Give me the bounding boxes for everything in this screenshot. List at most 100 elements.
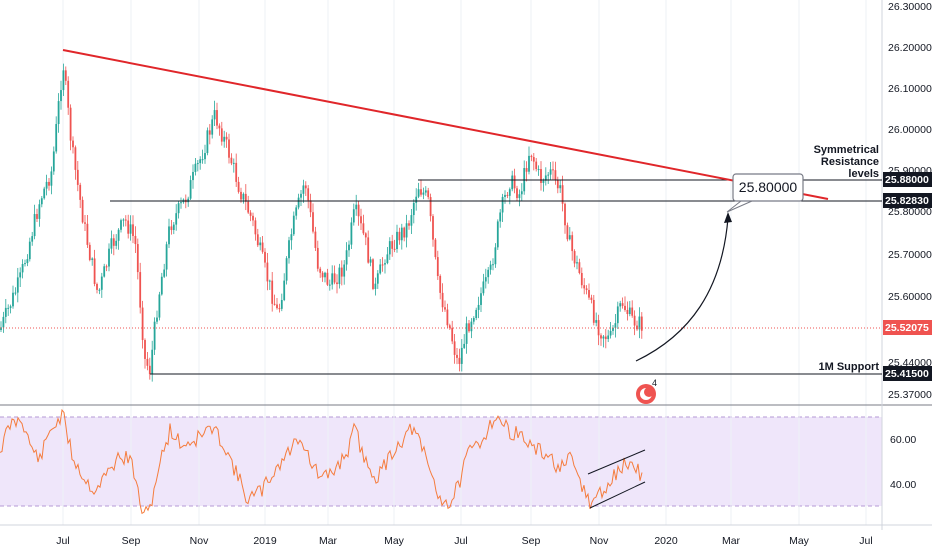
candle-body [410, 215, 413, 226]
candle-body [573, 251, 576, 264]
time-label: Nov [190, 535, 209, 547]
candle-body [499, 212, 502, 222]
candle-body [379, 264, 382, 274]
candle-body [412, 202, 415, 216]
candle-body [237, 181, 240, 192]
candle-body [640, 316, 643, 331]
candle-body [636, 325, 638, 330]
candle-body [62, 70, 65, 91]
candle-body [268, 280, 271, 282]
candle-body [261, 242, 264, 252]
candle-body [588, 290, 590, 298]
candle-body [487, 269, 490, 278]
candle-body [280, 300, 283, 309]
time-label: Sep [122, 535, 141, 547]
candle-body [12, 292, 14, 307]
candle-body [333, 273, 336, 283]
candle-body [391, 241, 394, 249]
time-axis: Jul Sep Nov 2019 Mar May Jul Sep Nov 202… [56, 535, 872, 547]
candle-body [530, 155, 533, 158]
candle-body [276, 304, 278, 309]
candle-body [74, 147, 77, 170]
candle-body [103, 266, 106, 277]
candle-body [288, 240, 290, 259]
candle-body [33, 214, 36, 237]
candle-body [458, 357, 461, 364]
candle-body [194, 163, 197, 172]
candle-body [256, 234, 259, 246]
candle-body [302, 185, 305, 194]
candle-body [436, 257, 439, 277]
event-badge-icon[interactable]: 4 [636, 378, 657, 404]
candle-body [343, 264, 346, 277]
candle-body [206, 130, 209, 154]
candle-body [141, 307, 144, 341]
candle-body [559, 185, 562, 189]
time-label: Nov [590, 535, 609, 547]
candle-body [441, 292, 444, 308]
candle-body [196, 163, 199, 165]
candle-body [578, 262, 581, 273]
candle-body [108, 248, 110, 267]
candle-body [192, 171, 194, 181]
candle-body [55, 124, 58, 152]
candle-body [81, 199, 84, 223]
time-label: Sep [522, 535, 541, 547]
candle-body [518, 194, 521, 199]
candle-body [64, 70, 67, 81]
candle-body [172, 224, 175, 231]
candle-body [76, 169, 79, 185]
candle-body [585, 288, 588, 291]
candle-body [151, 349, 154, 375]
candle-body [244, 193, 247, 202]
candle-body [295, 207, 298, 216]
candle-body [417, 189, 420, 197]
candle-body [604, 336, 607, 340]
price-tick: 25.60000 [888, 291, 932, 303]
candle-body [204, 153, 206, 160]
svg-text:25.52075: 25.52075 [885, 322, 929, 334]
candle-body [218, 125, 221, 129]
candle-body [396, 231, 398, 250]
projection-arrowhead [724, 212, 732, 223]
candle-body [583, 285, 586, 289]
price-tick: 25.37000 [888, 389, 932, 401]
candle-body [189, 180, 192, 199]
candle-body [576, 262, 578, 264]
candle-body [468, 323, 470, 332]
candle-body [328, 284, 331, 286]
candle-body [264, 251, 266, 263]
annotation-levels: levels [848, 168, 879, 180]
candle-body [549, 169, 552, 175]
candle-body [516, 188, 518, 199]
price-tick: 26.30000 [888, 1, 932, 13]
candle-body [177, 203, 180, 214]
candle-body [369, 259, 372, 263]
candle-body [86, 223, 89, 245]
candle-body [463, 343, 466, 348]
time-label: Jul [859, 535, 872, 547]
candle-body [537, 169, 540, 171]
candle-body [470, 321, 473, 332]
rsi-tick: 40.00 [890, 479, 916, 491]
candle-body [472, 318, 475, 322]
candle-body [2, 316, 5, 328]
annotation-support: 1M Support [819, 361, 880, 373]
candle-body [129, 224, 132, 234]
candle-body [38, 204, 41, 219]
candle-body [376, 273, 379, 284]
candle-body [590, 297, 593, 300]
candle-body [609, 330, 612, 336]
candle-body [144, 340, 146, 359]
candle-body [230, 157, 233, 164]
candle-body [148, 365, 151, 375]
candle-body [175, 213, 178, 225]
candle-body [146, 358, 149, 366]
rsi-channel-upper [587, 449, 646, 475]
candle-body [136, 244, 139, 273]
candle-body [45, 181, 48, 189]
candle-body [544, 175, 547, 181]
candle-body [316, 247, 319, 269]
candle-body [482, 281, 485, 294]
